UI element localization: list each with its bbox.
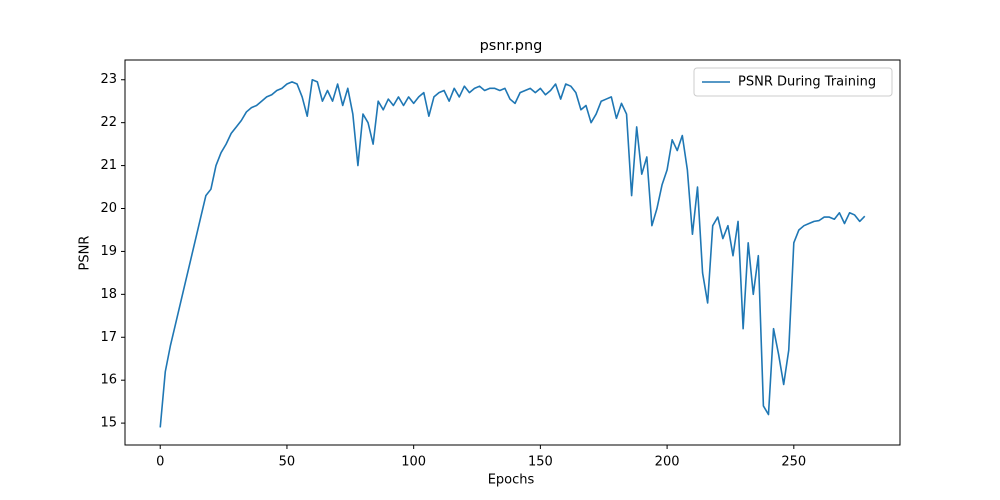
x-tick-label: 0 (156, 455, 164, 470)
x-tick-label: 250 (781, 455, 806, 470)
x-axis-label: Epochs (488, 473, 535, 488)
y-tick-label: 23 (100, 72, 117, 87)
y-tick-label: 17 (100, 330, 117, 345)
y-tick-label: 16 (100, 373, 117, 388)
x-tick-label: 200 (655, 455, 680, 470)
x-tick-label: 50 (279, 455, 296, 470)
legend-box (693, 67, 893, 97)
y-tick-label: 20 (100, 201, 117, 216)
y-tick-label: 21 (100, 158, 117, 173)
y-tick-label: 19 (100, 244, 117, 259)
x-tick-label: 150 (528, 455, 553, 470)
y-tick-label: 22 (100, 115, 117, 130)
legend-label: PSNR During Training (738, 75, 876, 90)
y-tick-label: 18 (100, 287, 117, 302)
data-line (159, 78, 866, 428)
axes-frame (124, 59, 901, 446)
x-tick-label: 100 (401, 455, 426, 470)
chart-title: psnr.png (480, 38, 543, 54)
y-axis-label: PSNR (78, 236, 93, 271)
y-tick-label: 15 (100, 416, 117, 431)
